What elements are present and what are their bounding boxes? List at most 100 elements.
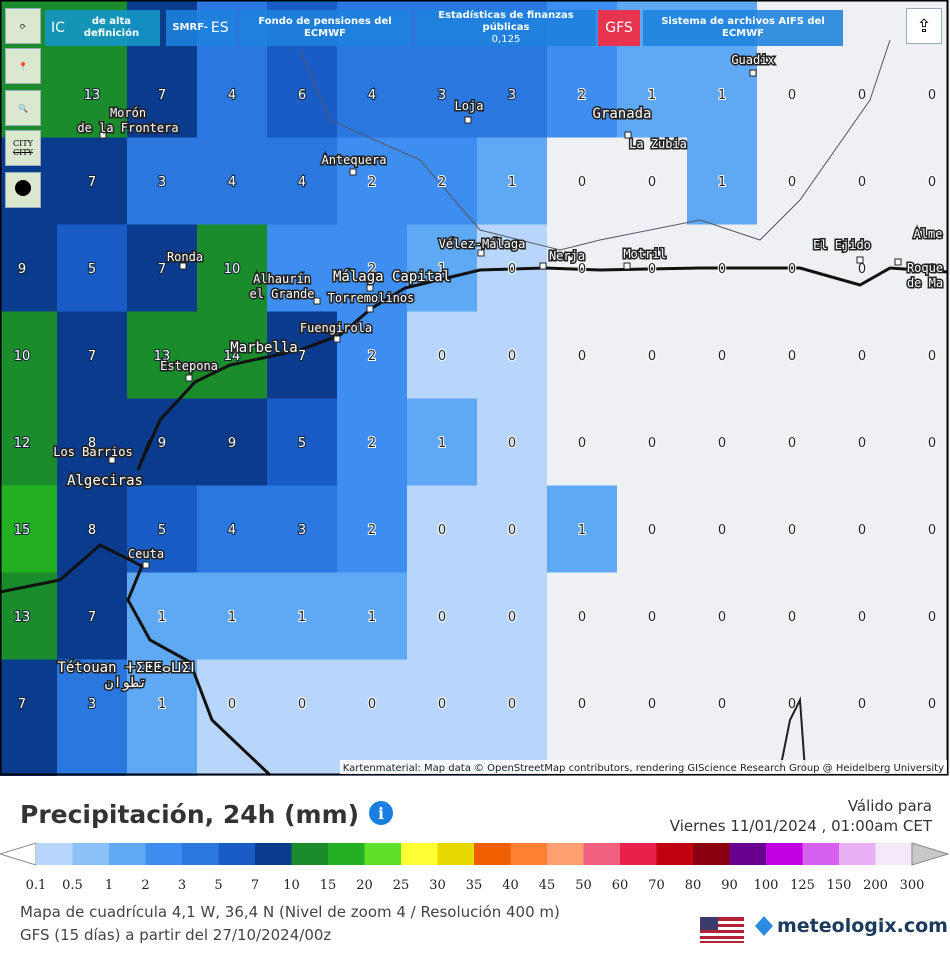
legend-swatch <box>875 843 913 865</box>
grid-value: 0 <box>648 610 656 625</box>
toolbar-button[interactable]: IC de alta definición <box>45 10 160 46</box>
grid-value: 3 <box>88 697 96 712</box>
grid-cell <box>197 311 267 399</box>
city-toggle[interactable]: CITY CITY <box>5 130 41 166</box>
valid-label: Válido para <box>847 797 932 815</box>
grid-cell <box>547 485 617 573</box>
flag-icon[interactable] <box>700 917 744 943</box>
grid-value: 14 <box>224 349 241 364</box>
grid-value: 3 <box>508 88 516 103</box>
legend-label: 60 <box>612 878 629 893</box>
dot-icon <box>15 180 31 196</box>
place-label: La Zubia <box>629 137 687 151</box>
legend-title: Precipitación, 24h (mm) i <box>20 800 394 829</box>
grid-cell <box>407 485 477 573</box>
brand[interactable]: meteologix.com <box>754 915 948 937</box>
place-dot <box>749 69 757 77</box>
grid-value: 2 <box>368 523 376 538</box>
grid-cell <box>267 485 337 573</box>
grid-cell <box>267 137 337 225</box>
legend-label: 3 <box>178 878 186 893</box>
legend-swatch <box>364 843 402 865</box>
brand-icon <box>755 916 773 936</box>
grid-value: 0 <box>788 697 796 712</box>
grid-cell <box>897 311 950 399</box>
place-dot <box>349 168 357 176</box>
grid-value: 2 <box>368 349 376 364</box>
grid-value: 0 <box>788 523 796 538</box>
button-label: Fondo de pensiones del ECMWF <box>258 16 392 39</box>
grid-cell <box>547 137 617 225</box>
legend-swatch <box>802 843 840 865</box>
grid-value: 12 <box>14 436 31 451</box>
place-dot <box>333 335 341 343</box>
grid-value: 7 <box>18 697 26 712</box>
grid-cell <box>547 572 617 660</box>
grid-value: 0 <box>788 436 796 451</box>
grid-cell <box>827 659 897 776</box>
grid-value: 0 <box>648 697 656 712</box>
grid-cell <box>757 311 827 399</box>
toolbar-button[interactable]: SMRF- ES <box>166 10 235 46</box>
grid-cell <box>0 398 57 486</box>
grid-value: 1 <box>718 88 726 103</box>
grid-cell <box>477 311 547 399</box>
place-label: de Ma <box>907 276 943 290</box>
grid-value: 10 <box>224 262 241 277</box>
button-big: IC <box>51 20 65 36</box>
legend-swatch <box>729 843 767 865</box>
grid-value: 7 <box>88 610 96 625</box>
toolbar-button[interactable]: Sistema de archivos AIFS del ECMWF <box>643 10 843 46</box>
grid-cell <box>127 311 197 399</box>
grid-cell <box>617 485 687 573</box>
grid-value: 0 <box>438 610 446 625</box>
toolbar-button[interactable]: Fondo de pensiones del ECMWF <box>240 10 410 46</box>
share-button[interactable]: ⇪ <box>906 8 942 44</box>
dot-button[interactable] <box>5 172 41 208</box>
grid-value: 4 <box>298 175 306 190</box>
grid-info: Mapa de cuadrícula 4,1 W, 36,4 N (Nivel … <box>20 903 560 921</box>
grid-cell <box>0 224 57 312</box>
grid-cell <box>57 137 127 225</box>
legend-label: 35 <box>466 878 483 893</box>
grid-value: 2 <box>368 262 376 277</box>
legend-label: 25 <box>393 878 410 893</box>
grid-value: 2 <box>368 436 376 451</box>
grid-value: 8 <box>88 436 96 451</box>
place-label: Loja <box>455 99 484 113</box>
grid-cell <box>337 224 407 312</box>
place-label: Nerja <box>549 249 585 263</box>
place-label: Ceuta <box>128 547 164 561</box>
grid-cell <box>407 659 477 776</box>
grid-value: 0 <box>718 697 726 712</box>
grid-value: 4 <box>228 175 236 190</box>
legend-label: 7 <box>251 878 259 893</box>
grid-value: 5 <box>158 523 166 538</box>
legend-swatch <box>547 843 584 865</box>
legend-swatch <box>839 843 876 865</box>
zoom-button[interactable]: 🔍 <box>5 90 41 126</box>
attribution: Kartenmaterial: Map data © OpenStreetMap… <box>343 763 944 774</box>
info-icon[interactable]: i <box>368 800 394 826</box>
toolbar-button[interactable]: Estadísticas de finanzas públicas 0,125 <box>416 10 596 46</box>
place-dot <box>185 374 193 382</box>
toolbar-button[interactable]: GFS <box>598 10 640 46</box>
grid-value: 9 <box>18 262 26 277</box>
grid-value: 4 <box>228 88 236 103</box>
legend-label: 15 <box>320 878 337 893</box>
grid-value: 2 <box>368 175 376 190</box>
grid-value: 0 <box>718 262 726 277</box>
grid-cell <box>57 485 127 573</box>
legend-label: 70 <box>648 878 665 893</box>
grid-value: 0 <box>648 175 656 190</box>
location-button[interactable]: 📍 <box>5 48 41 84</box>
place-label: Alhaurín <box>253 272 311 286</box>
grid-cell <box>477 659 547 776</box>
grid-cell <box>337 137 407 225</box>
title-text: Precipitación, 24h (mm) <box>20 800 360 829</box>
refresh-button[interactable]: ⟳ <box>5 8 41 44</box>
grid-value: 0 <box>438 697 446 712</box>
legend-swatch <box>474 843 511 865</box>
grid-value: 0 <box>788 88 796 103</box>
grid-value: 9 <box>158 436 166 451</box>
